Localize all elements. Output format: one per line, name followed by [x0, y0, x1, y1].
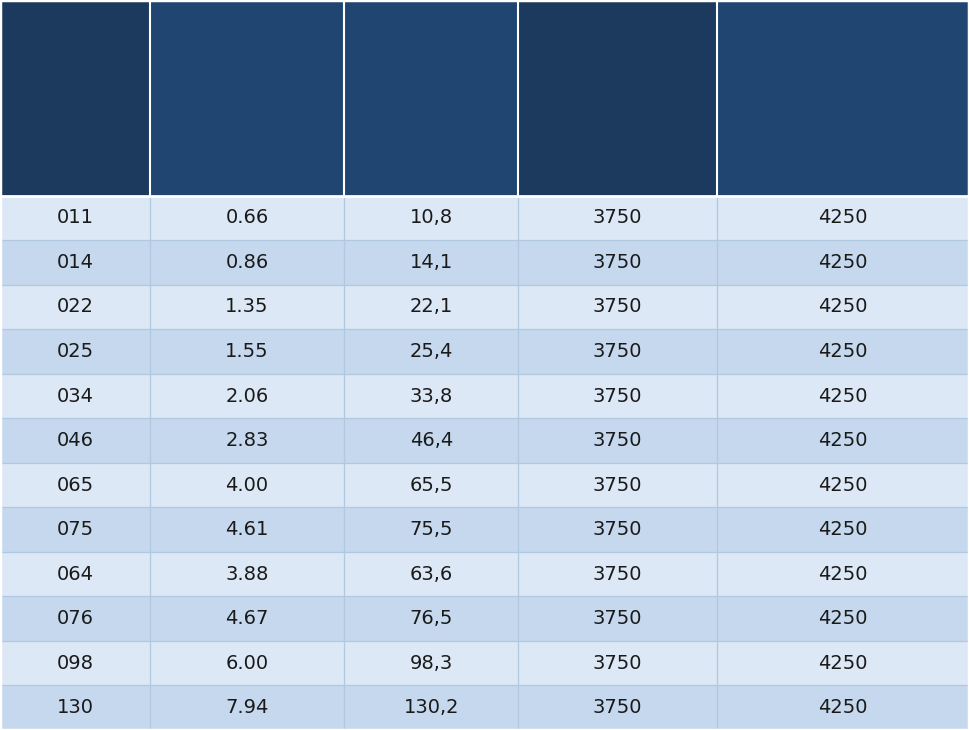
Text: 76,5: 76,5: [410, 609, 453, 629]
Text: PVM
PUMP
SIZE: PVM PUMP SIZE: [48, 52, 102, 105]
Text: 4.61: 4.61: [226, 520, 268, 539]
Bar: [0, 596, 969, 641]
Bar: [0, 196, 969, 240]
Bar: [0, 463, 969, 507]
Text: 46,4: 46,4: [410, 431, 453, 450]
Bar: [0, 374, 969, 418]
Text: THEORETICAL
MAXIMUM
DISPLACEMENT: THEORETICAL MAXIMUM DISPLACEMENT: [264, 52, 405, 105]
Text: 3750: 3750: [593, 520, 642, 539]
Text: 22,1: 22,1: [410, 297, 453, 317]
Text: 3750: 3750: [593, 386, 642, 406]
Text: RATED
CONTINUOUS
PRESSURE: RATED CONTINUOUS PRESSURE: [556, 52, 679, 105]
Bar: [0, 329, 969, 374]
Bar: [0, 418, 969, 463]
Text: 98,3: 98,3: [410, 653, 453, 673]
Text: 1.35: 1.35: [226, 297, 268, 317]
Text: 076: 076: [56, 609, 94, 629]
Text: 064: 064: [56, 564, 94, 584]
Text: 10,8: 10,8: [410, 208, 453, 228]
Text: 3750: 3750: [593, 564, 642, 584]
Text: 4.67: 4.67: [226, 609, 268, 629]
Text: 130,2: 130,2: [403, 698, 459, 718]
Text: 3750: 3750: [593, 297, 642, 317]
Bar: [150, 0, 518, 196]
Text: 65,5: 65,5: [410, 475, 453, 495]
Text: 3750: 3750: [593, 609, 642, 629]
Text: 4250: 4250: [818, 208, 868, 228]
Text: 3750: 3750: [593, 653, 642, 673]
Text: 14,1: 14,1: [410, 253, 453, 272]
Text: (psi): (psi): [597, 163, 639, 177]
Bar: [0, 552, 969, 596]
Bar: [0, 0, 150, 196]
Text: 2.83: 2.83: [226, 431, 268, 450]
Text: 014: 014: [56, 253, 94, 272]
Text: 3750: 3750: [593, 208, 642, 228]
Text: 025: 025: [56, 342, 94, 361]
Text: 0.86: 0.86: [226, 253, 268, 272]
Text: 034: 034: [56, 386, 94, 406]
Text: 1.55: 1.55: [225, 342, 269, 361]
Text: 3750: 3750: [593, 342, 642, 361]
Text: 4250: 4250: [818, 431, 868, 450]
Text: 4250: 4250: [818, 475, 868, 495]
Text: 4.00: 4.00: [226, 475, 268, 495]
Text: 3750: 3750: [593, 475, 642, 495]
Text: 75,5: 75,5: [410, 520, 453, 539]
Text: 098: 098: [56, 653, 94, 673]
Text: 065: 065: [56, 475, 94, 495]
Text: 63,6: 63,6: [410, 564, 453, 584]
Text: 4250: 4250: [818, 653, 868, 673]
Text: 4250: 4250: [818, 386, 868, 406]
Text: 0.66: 0.66: [226, 208, 268, 228]
Text: 6.00: 6.00: [226, 653, 268, 673]
Text: 3750: 3750: [593, 253, 642, 272]
Text: 4250: 4250: [818, 342, 868, 361]
Text: MAXIMUM
PRESSURE
(psi): MAXIMUM PRESSURE (psi): [796, 52, 891, 105]
Text: 011: 011: [56, 208, 94, 228]
Text: 3750: 3750: [593, 698, 642, 718]
Text: (in³/rev)    (ml/rev): (in³/rev) (ml/rev): [248, 163, 421, 177]
Text: 33,8: 33,8: [410, 386, 453, 406]
Text: 4250: 4250: [818, 609, 868, 629]
Text: 022: 022: [56, 297, 94, 317]
Bar: [717, 0, 969, 196]
Text: 3750: 3750: [593, 431, 642, 450]
Bar: [0, 685, 969, 730]
Bar: [0, 285, 969, 329]
Bar: [0, 507, 969, 552]
Text: 075: 075: [56, 520, 94, 539]
Text: 130: 130: [56, 698, 94, 718]
Text: 25,4: 25,4: [410, 342, 453, 361]
Text: 7.94: 7.94: [226, 698, 268, 718]
Text: 046: 046: [56, 431, 94, 450]
Bar: [518, 0, 717, 196]
Bar: [0, 641, 969, 685]
Text: 4250: 4250: [818, 297, 868, 317]
Text: 4250: 4250: [818, 698, 868, 718]
Text: 4250: 4250: [818, 253, 868, 272]
Text: 2.06: 2.06: [226, 386, 268, 406]
Bar: [0, 240, 969, 285]
Text: 4250: 4250: [818, 564, 868, 584]
Text: 4250: 4250: [818, 520, 868, 539]
Text: 3.88: 3.88: [226, 564, 268, 584]
